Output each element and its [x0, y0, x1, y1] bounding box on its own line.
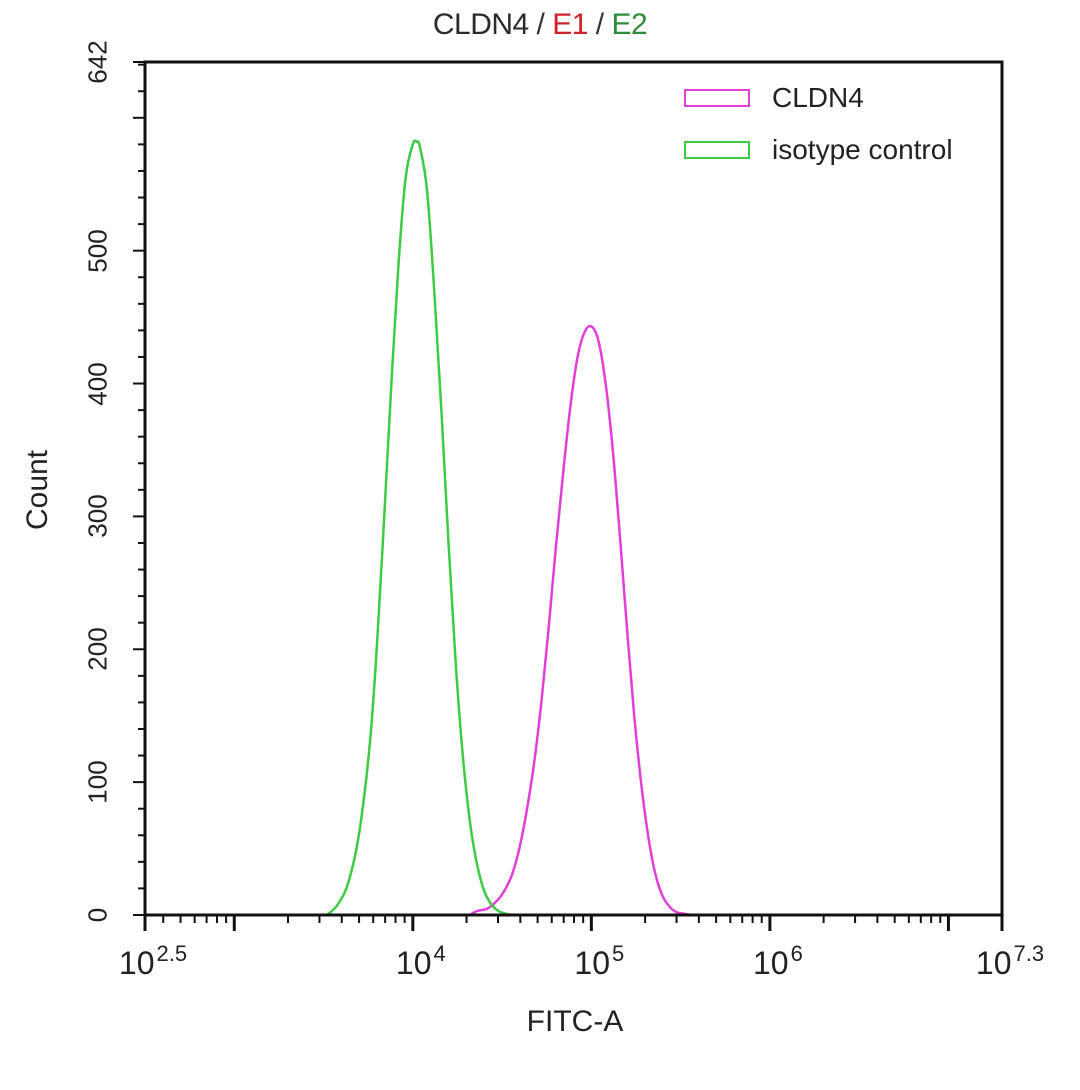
x-tick-label: 105 — [574, 941, 625, 981]
title-separator: / — [528, 8, 553, 41]
x-tick-label: 106 — [752, 941, 803, 981]
legend-swatch-cldn4 — [684, 89, 750, 107]
title-part-e2: E2 — [611, 8, 648, 41]
legend-swatch-isotype-control — [684, 141, 750, 159]
title-separator: / — [587, 8, 612, 41]
chart-title: CLDN4 / E1 / E2 — [0, 8, 1080, 42]
x-tick-label: 107.3 — [975, 941, 1045, 981]
legend-item-cldn4: CLDN4 — [684, 72, 953, 124]
x-tick-label: 104 — [395, 941, 446, 981]
title-part-e1: E1 — [552, 8, 588, 41]
y-tick-label: 100 — [82, 760, 113, 804]
x-axis-label: FITC-A — [526, 1005, 624, 1038]
legend-item-isotype-control: isotype control — [684, 124, 953, 176]
y-tick-label: 642 — [82, 40, 113, 84]
histogram-curves — [326, 139, 699, 917]
y-tick-label: 300 — [82, 494, 113, 539]
cldn4-curve — [469, 324, 699, 917]
plot-frame — [143, 60, 1004, 917]
y-tick-label: 400 — [82, 361, 113, 406]
axis-ticks — [133, 61, 1004, 931]
legend: CLDN4 isotype control — [684, 72, 953, 176]
isotype-control-curve — [326, 139, 520, 917]
title-part-cldn4: CLDN4 — [432, 8, 529, 41]
x-tick-label: 102.5 — [118, 941, 188, 981]
y-tick-label: 200 — [82, 627, 113, 671]
legend-label: isotype control — [772, 134, 953, 165]
y-tick-label: 0 — [82, 907, 113, 923]
y-axis-label: Count — [21, 449, 54, 531]
y-tick-label: 500 — [82, 228, 113, 273]
legend-label: CLDN4 — [772, 82, 864, 113]
